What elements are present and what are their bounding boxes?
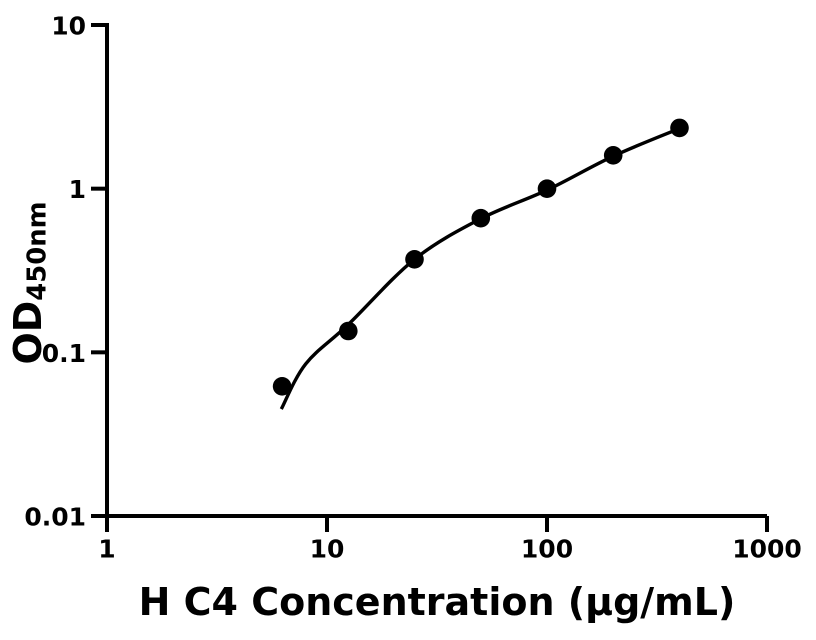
y-tick-label: 0.1 — [42, 339, 86, 368]
y-tick-label: 10 — [51, 12, 86, 41]
y-axis-title-subscript: 450nm — [22, 201, 53, 301]
x-tick-label: 100 — [521, 535, 573, 564]
y-axis-title: OD450nm — [6, 193, 53, 373]
x-axis-title-text: H C4 Concentration (μg/mL) — [138, 580, 736, 624]
y-axis-title-main: OD — [5, 300, 50, 365]
x-axis-title: H C4 Concentration (μg/mL) — [107, 580, 767, 624]
x-tick-label: 10 — [310, 535, 345, 564]
x-tick-label: 1000 — [732, 535, 802, 564]
data-point — [471, 208, 491, 228]
data-point — [405, 249, 424, 269]
data-point — [272, 377, 292, 396]
y-tick-label: 0.01 — [24, 503, 86, 532]
axis-spines — [105, 23, 767, 518]
data-point — [603, 146, 623, 165]
y-tick-label: 1 — [69, 175, 86, 204]
fit-curve — [279, 126, 681, 410]
data-point — [537, 179, 557, 198]
x-tick-label: 1 — [98, 535, 115, 564]
data-point — [339, 321, 358, 341]
data-point — [670, 118, 689, 138]
